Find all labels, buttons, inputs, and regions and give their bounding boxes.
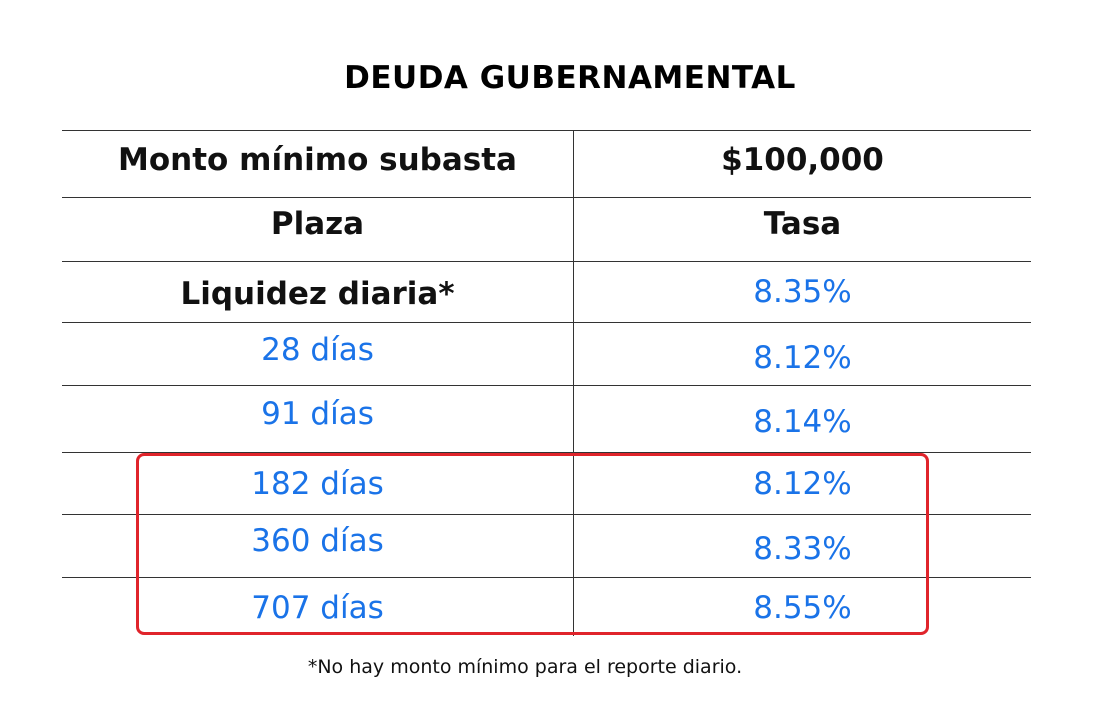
row-divider <box>62 385 1031 386</box>
row-divider <box>62 322 1031 323</box>
table-cell-plaza: 182 días <box>251 466 384 502</box>
highlight-box <box>136 453 929 635</box>
row-divider <box>62 261 1031 262</box>
header-left: Monto mínimo subasta <box>118 142 517 178</box>
row-divider <box>62 514 1031 515</box>
table-cell-tasa: 8.14% <box>753 404 852 440</box>
table-cell-plaza: 360 días <box>251 523 384 559</box>
table-cell-tasa: 8.35% <box>753 274 852 310</box>
column-divider <box>573 130 574 636</box>
column-header-tasa: Tasa <box>763 206 842 242</box>
table-cell-plaza: 28 días <box>261 332 374 368</box>
table-top-rule <box>62 130 1031 131</box>
table-cell-tasa: 8.12% <box>753 466 852 502</box>
page-title: DEUDA GUBERNAMENTAL <box>344 60 796 96</box>
table-cell-tasa: 8.12% <box>753 340 852 376</box>
table-cell-tasa: 8.55% <box>753 590 852 626</box>
row-divider <box>62 197 1031 198</box>
row-divider <box>62 577 1031 578</box>
table-cell-plaza: 91 días <box>261 396 374 432</box>
footnote: *No hay monto mínimo para el reporte dia… <box>307 656 743 678</box>
table-cell-plaza: 707 días <box>251 590 384 626</box>
header-right: $100,000 <box>721 142 884 178</box>
row-divider <box>62 452 1031 453</box>
column-header-plaza: Plaza <box>270 206 365 242</box>
table-cell-plaza: Liquidez diaria* <box>180 276 455 312</box>
table-cell-tasa: 8.33% <box>753 531 852 567</box>
